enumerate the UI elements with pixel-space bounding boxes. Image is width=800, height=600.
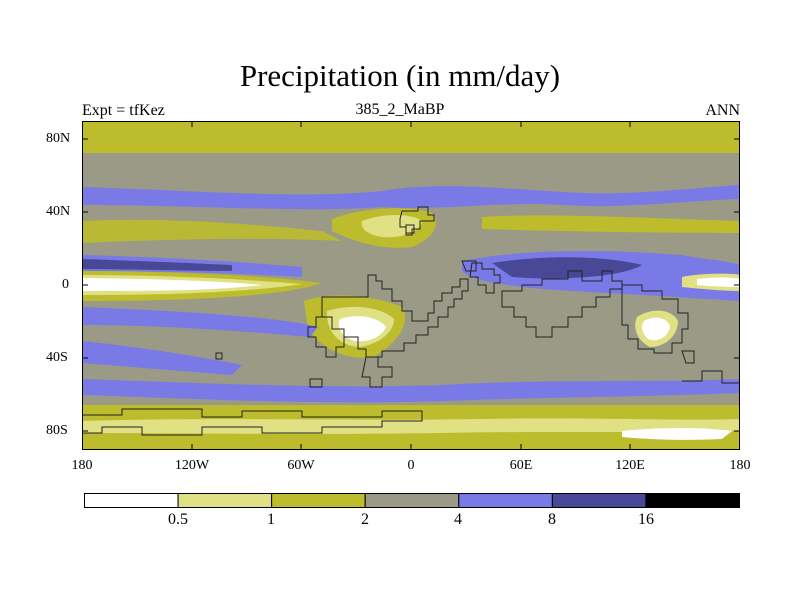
lat-tick-label: 80S — [46, 423, 68, 438]
experiment-label: Expt = tfKez — [82, 102, 165, 119]
map-title: Precipitation (in mm/day) — [239, 58, 561, 93]
lon-tick-label: 60W — [287, 458, 315, 473]
colorbar-swatch — [84, 493, 179, 508]
run-name-label: 385_2_MaBP — [355, 101, 445, 118]
colorbar-level-label: 2 — [361, 511, 369, 528]
lat-tick-label: 40N — [46, 204, 71, 219]
lon-tick-marks — [191, 121, 631, 450]
colorbar-swatch — [364, 493, 460, 508]
season-label: ANN — [705, 102, 740, 119]
colorbar-level-label: 4 — [454, 511, 462, 528]
colorbar-swatch — [551, 493, 647, 508]
lon-tick-label: 120E — [615, 458, 645, 473]
precipitation-field — [82, 121, 740, 450]
colorbar-swatch — [177, 493, 273, 508]
colorbar-level-label: 8 — [548, 511, 556, 528]
lon-tick-label: 180 — [729, 458, 751, 473]
colorbar-swatch — [645, 493, 740, 508]
colorbar-level-label: 1 — [267, 511, 275, 528]
colorbar — [84, 493, 740, 508]
colorbar-swatch — [458, 493, 553, 508]
colorbar-swatch — [271, 493, 366, 508]
lat-tick-label: 80N — [46, 131, 71, 146]
lon-tick-label: 60E — [509, 458, 533, 473]
lat-tick-marks — [82, 138, 740, 432]
colorbar-level-label: 16 — [638, 511, 654, 528]
lat-tick-label: 0 — [62, 277, 69, 292]
lat-tick-label: 40S — [46, 350, 68, 365]
coastlines — [82, 206, 740, 436]
lon-tick-label: 120W — [174, 458, 210, 473]
lon-tick-label: 180 — [71, 458, 93, 473]
lon-tick-label: 0 — [407, 458, 415, 473]
colorbar-level-label: 0.5 — [168, 511, 188, 528]
precipitation-map — [82, 121, 740, 450]
